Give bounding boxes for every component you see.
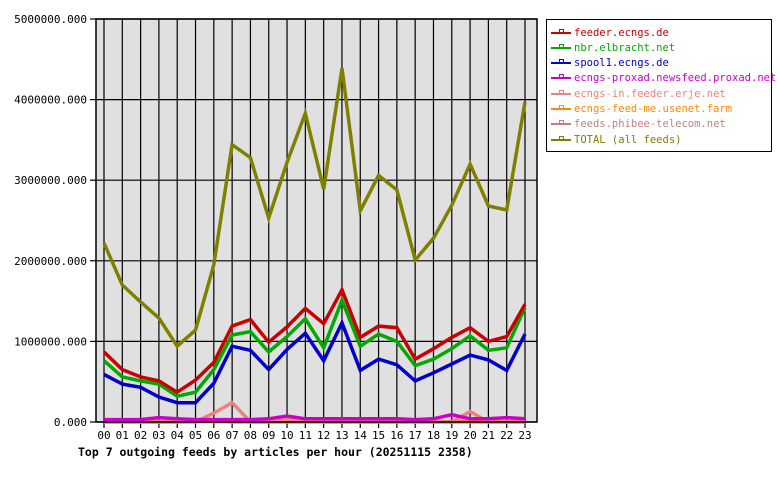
legend-line-marker-icon	[551, 28, 571, 37]
x-tick-label: 00	[97, 429, 110, 442]
grid-lines	[96, 18, 537, 423]
legend-line-marker-icon	[551, 59, 571, 67]
legend-label: nbr.elbracht.net	[574, 41, 676, 54]
legend-label: TOTAL (all feeds)	[574, 133, 682, 146]
legend-item: nbr.elbracht.net	[551, 40, 675, 55]
series-line-nbr-elbracht-net	[102, 295, 527, 399]
series-line-total-all-feeds	[102, 67, 527, 349]
series-line-spool1-ecngs-de	[103, 318, 527, 405]
x-tick-label: 09	[262, 429, 275, 442]
legend: feeder.ecngs.de nbr.elbracht.net spool1.ec…	[546, 19, 776, 152]
x-tick-label: 15	[372, 429, 385, 442]
x-tick-label: 18	[427, 429, 440, 442]
y-tick-label: 2000000.000	[14, 255, 87, 268]
x-tick-label: 04	[171, 429, 185, 442]
legend-label: ecngs-proxad.newsfeed.proxad.net	[574, 72, 777, 85]
x-tick-label: 13	[335, 429, 348, 442]
legend-label: spool1.ecngs.de	[574, 57, 669, 70]
legend-label: feeds.phibee-telecom.net	[574, 118, 726, 131]
legend-item: feeds.phibee-telecom.net	[551, 117, 726, 132]
legend-item: TOTAL (all feeds)	[551, 132, 681, 147]
x-tick-label: 21	[482, 429, 495, 442]
x-tick-label: 05	[189, 429, 202, 442]
legend-item: ecngs-proxad.newsfeed.proxad.net	[551, 71, 776, 86]
x-axis: 00 01 02 03 04 05 06 07 08 09 10 11 12 13 14 15 16 17 18 19…	[97, 422, 532, 442]
legend-line-marker-icon	[551, 74, 571, 82]
x-tick-label: 03	[152, 429, 165, 442]
series-line-ecngs-proxad-newsfeed-proxad-net	[104, 412, 526, 422]
legend-item: feeder.ecngs.de	[551, 25, 669, 40]
x-tick-label: 23	[518, 429, 531, 442]
y-tick-label: 1000000.000	[14, 335, 87, 348]
x-tick-label: 19	[445, 429, 458, 442]
y-tick-label: 4000000.000	[14, 94, 87, 107]
legend-line-marker-icon	[551, 43, 571, 52]
legend-line-marker-icon	[551, 135, 571, 144]
x-tick-label: 10	[280, 429, 293, 442]
x-tick-label: 12	[317, 429, 330, 442]
y-tick-label: 3000000.000	[14, 174, 87, 187]
x-tick-label: 02	[134, 429, 147, 442]
legend-item: spool1.ecngs.de	[551, 56, 669, 71]
x-tick-label: 07	[226, 429, 239, 442]
x-tick-label: 11	[299, 429, 312, 442]
series-line-feeder-ecngs-de	[102, 285, 527, 395]
x-tick-label: 20	[463, 429, 476, 442]
legend-line-marker-icon	[551, 120, 571, 128]
x-tick-label: 08	[244, 429, 257, 442]
x-tick-label: 01	[116, 429, 129, 442]
plot-border	[95, 18, 538, 423]
x-tick-label: 06	[207, 429, 220, 442]
legend-item: ecngs-in.feeder.erje.net	[551, 86, 726, 101]
legend-item: ecngs-feed-me.usenet.farm	[551, 102, 732, 117]
x-tick-label: 22	[500, 429, 513, 442]
y-axis: 0.000 1000000.000 2000000.000 3000000.000 40…	[14, 13, 96, 429]
x-tick-label: 17	[409, 429, 422, 442]
legend-label: feeder.ecngs.de	[574, 26, 669, 39]
y-tick-label: 0.000	[54, 416, 87, 429]
legend-label: ecngs-in.feeder.erje.net	[574, 87, 726, 100]
chart-title: Top 7 outgoing feeds by articles per hou…	[78, 445, 473, 459]
y-tick-label: 5000000.000	[14, 13, 87, 26]
plot-area	[96, 19, 537, 422]
x-tick-label: 16	[390, 429, 403, 442]
legend-line-marker-icon	[551, 105, 571, 113]
x-tick-label: 14	[354, 429, 368, 442]
legend-line-marker-icon	[551, 89, 571, 98]
legend-label: ecngs-feed-me.usenet.farm	[574, 103, 733, 115]
